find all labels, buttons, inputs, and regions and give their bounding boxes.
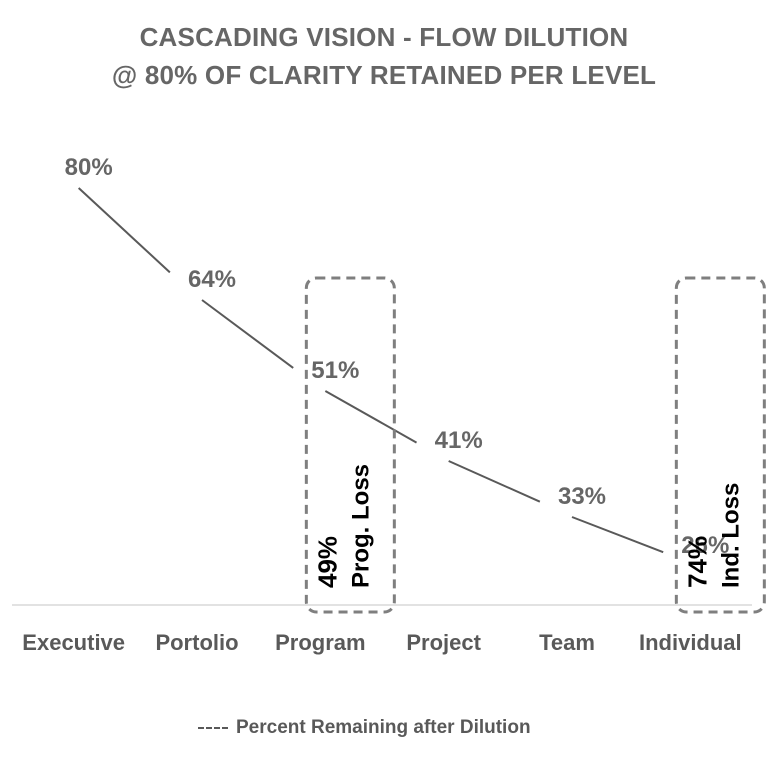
x-tick-label-team: Team (539, 630, 595, 655)
data-label-team: 33% (558, 483, 606, 510)
series-segment-4 (448, 460, 541, 503)
x-tick-label-project: Project (406, 630, 481, 655)
callout-box-individual (674, 276, 766, 614)
x-tick-label-executive: Executive (22, 630, 125, 655)
series-segment-5 (571, 516, 664, 554)
data-label-portolio: 64% (188, 266, 236, 293)
x-tick-label-individual: Individual (639, 630, 742, 655)
data-label-executive: 80% (65, 154, 113, 181)
x-tick-label-program: Program (275, 630, 365, 655)
series-segment-2 (201, 299, 294, 369)
legend: Percent Remaining after Dilution (198, 717, 531, 739)
series-segment-3 (324, 390, 418, 444)
callout-box-program (304, 276, 396, 614)
legend-line-swatch (198, 727, 228, 729)
callout-label-individual: Ind. Loss (717, 483, 744, 588)
chart-subtitle: @ 80% OF CLARITY RETAINED PER LEVEL (111, 60, 657, 90)
callout-value-program: 49% (312, 536, 342, 588)
series-segment-1 (77, 187, 171, 274)
legend-label: Percent Remaining after Dilution (236, 717, 531, 738)
callout-value-individual: 74% (682, 536, 712, 588)
data-label-program: 51% (311, 357, 359, 384)
data-label-individual: 26% (681, 532, 729, 559)
data-label-project: 41% (435, 427, 483, 454)
callout-label-program: Prog. Loss (347, 464, 374, 588)
chart-title: CASCADING VISION - FLOW DILUTION (139, 22, 629, 52)
x-tick-label-portolio: Portolio (155, 630, 238, 655)
